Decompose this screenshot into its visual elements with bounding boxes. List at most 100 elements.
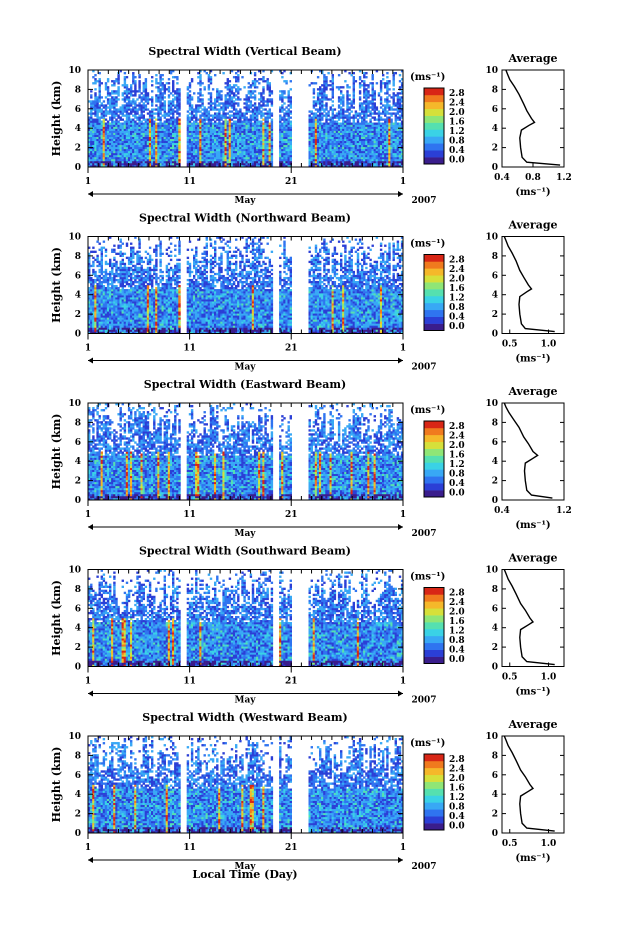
heatmap-cell: [344, 152, 347, 156]
heatmap-cell: [153, 136, 156, 140]
heatmap-cell: [384, 142, 387, 146]
heatmap-cell: [106, 130, 110, 133]
heatmap-cell: [321, 162, 324, 166]
heatmap-cell: [224, 150, 227, 154]
heatmap-cell: [260, 130, 263, 133]
heatmap-cell: [400, 154, 404, 158]
heatmap-cell: [256, 130, 259, 133]
heatmap-cell: [214, 146, 217, 150]
heatmap-cell: [289, 144, 292, 148]
heatmap-cell: [344, 130, 347, 133]
heatmap-cell: [111, 102, 114, 105]
heatmap-cell: [253, 130, 257, 133]
heatmap-cell: [253, 102, 257, 105]
heatmap-cell: [251, 138, 255, 142]
heatmap-cell: [379, 118, 383, 121]
heatmap-cell: [144, 118, 148, 121]
heatmap-cell: [325, 158, 328, 162]
heatmap-cell: [388, 120, 391, 123]
heatmap-cell: [337, 98, 341, 101]
heatmap-cell: [174, 126, 177, 129]
heatmap-cell: [113, 96, 116, 99]
heatmap-cell: [270, 148, 274, 152]
heatmap-cell: [151, 80, 154, 83]
heatmap-cell: [144, 104, 148, 107]
heatmap-cell: [394, 150, 397, 154]
heatmap-cell: [119, 160, 122, 164]
heatmap-cell: [96, 80, 99, 83]
heatmap-cell: [314, 122, 318, 125]
heatmap-cell: [279, 154, 282, 158]
heatmap-cell: [235, 72, 238, 75]
heatmap-cell: [226, 152, 229, 156]
heatmap-cell: [127, 142, 131, 146]
heatmap-cell: [125, 90, 129, 93]
heatmap-cell: [358, 134, 362, 137]
heatmap-cell: [228, 124, 232, 127]
heatmap-cell: [214, 142, 217, 146]
heatmap-cell: [186, 138, 190, 142]
heatmap-cell: [178, 124, 181, 127]
heatmap-cell: [251, 128, 255, 131]
heatmap-cell: [138, 84, 141, 87]
heatmap-cell: [361, 112, 364, 115]
heatmap-cell: [400, 86, 404, 89]
heatmap-cell: [216, 162, 219, 166]
heatmap-cell: [270, 126, 274, 129]
heatmap-cell: [218, 114, 221, 117]
heatmap-cell: [268, 84, 271, 87]
heatmap-cell: [98, 164, 101, 168]
heatmap-cell: [119, 144, 122, 148]
heatmap-cell: [224, 158, 227, 162]
heatmap-cell: [159, 134, 162, 137]
heatmap-cell: [245, 158, 248, 162]
heatmap-cell: [153, 132, 156, 135]
heatmap-cell: [358, 116, 362, 119]
heatmap-cell: [134, 120, 137, 123]
heatmap-cell: [188, 104, 192, 107]
heatmap-cell: [369, 140, 372, 144]
heatmap-cell: [377, 94, 381, 97]
heatmap-cell: [289, 116, 292, 119]
heatmap-cell: [230, 98, 234, 101]
heatmap-cell: [363, 102, 366, 105]
heatmap-cell: [232, 142, 236, 146]
heatmap-cell: [310, 140, 313, 144]
heatmap-cell: [331, 112, 334, 115]
heatmap-cell: [281, 154, 284, 158]
heatmap-cell: [321, 122, 324, 125]
heatmap-cell: [251, 80, 255, 83]
heatmap-cell: [235, 112, 238, 115]
heatmap-cell: [216, 94, 219, 97]
heatmap-cell: [308, 162, 311, 166]
heatmap-cell: [266, 86, 269, 89]
heatmap-cell: [153, 124, 156, 127]
heatmap-cell: [335, 146, 339, 150]
heatmap-cell: [384, 156, 387, 160]
heatmap-cell: [384, 84, 387, 87]
heatmap-cell: [396, 106, 400, 109]
heatmap-cell: [157, 86, 160, 89]
heatmap-cell: [130, 134, 133, 137]
month-bracket-left-arrow: [88, 191, 93, 197]
heatmap-cell: [367, 106, 370, 109]
heatmap-cell: [226, 142, 229, 146]
panel-2: Spectral Width (Northward Beam)0246810He…: [50, 212, 565, 373]
heatmap-cell: [140, 132, 143, 135]
heatmap-cell: [268, 108, 271, 111]
heatmap-cell: [249, 134, 253, 137]
heatmap-cell: [159, 146, 162, 150]
heatmap-cell: [386, 96, 389, 99]
heatmap-cell: [348, 148, 351, 152]
heatmap-cell: [209, 92, 213, 95]
heatmap-cell: [190, 80, 194, 83]
heatmap-cell: [398, 130, 402, 133]
heatmap-cell: [358, 146, 362, 150]
heatmap-cell: [207, 150, 211, 154]
heatmap-cell: [144, 126, 148, 129]
heatmap-cell: [285, 156, 288, 160]
heatmap-cell: [375, 146, 379, 150]
heatmap-cell: [390, 118, 393, 121]
heatmap-cell: [230, 132, 234, 135]
heatmap-cell: [325, 112, 328, 115]
